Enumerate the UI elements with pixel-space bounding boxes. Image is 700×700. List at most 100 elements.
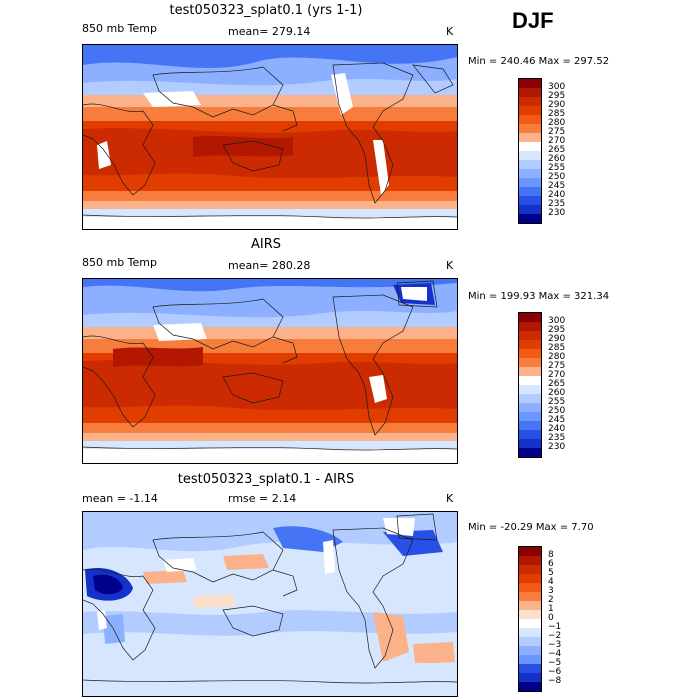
panel2-units: K bbox=[446, 259, 454, 272]
panel2-colorbar-swatch bbox=[519, 394, 541, 403]
panel1-cb-label: 235 bbox=[548, 199, 566, 209]
panel3-map bbox=[82, 511, 458, 697]
panel2-cb-label: 250 bbox=[548, 406, 566, 416]
panel1-colorbar-swatch bbox=[519, 187, 541, 196]
panel3-colorbar-swatch bbox=[519, 556, 541, 565]
panel3-title: test050323_splat0.1 - AIRS bbox=[177, 472, 355, 487]
panel1-cb-label: 245 bbox=[548, 181, 566, 191]
panel2-cb-label: 290 bbox=[548, 334, 566, 344]
panel1-cb-label: 240 bbox=[548, 190, 566, 200]
panel3-mean: mean = -1.14 bbox=[82, 492, 158, 505]
panel1-cb-label: 255 bbox=[548, 163, 566, 173]
panel3-colorbar-swatch bbox=[519, 610, 541, 619]
panel2-cb-label: 300 bbox=[548, 316, 566, 326]
panel3-units: K bbox=[446, 492, 454, 505]
panel3-colorbar-swatch bbox=[519, 628, 541, 637]
panel1-map bbox=[82, 44, 458, 230]
panel3-cb-label: 5 bbox=[548, 568, 554, 578]
panel2-colorbar-swatch bbox=[519, 349, 541, 358]
panel1-cb-label: 295 bbox=[548, 91, 566, 101]
panel1-colorbar-swatch bbox=[519, 79, 541, 88]
panel2-colorbar-swatch bbox=[519, 439, 541, 448]
panel3-cb-label: −1 bbox=[548, 622, 562, 632]
panel2-cb-label: 270 bbox=[548, 370, 566, 380]
panel2-cb-label: 255 bbox=[548, 397, 566, 407]
panel2-left-label: 850 mb Temp bbox=[82, 256, 158, 269]
panel2-cb-label: 245 bbox=[548, 415, 566, 425]
panel1-colorbar-swatch bbox=[519, 124, 541, 133]
panel1-colorbar-swatch bbox=[519, 133, 541, 142]
panel2-title: AIRS bbox=[250, 237, 281, 252]
panel3-colorbar-swatch bbox=[519, 655, 541, 664]
panel2-cb-label: 240 bbox=[548, 424, 566, 434]
panel2-colorbar-swatch bbox=[519, 448, 541, 457]
panel1-colorbar-swatch bbox=[519, 151, 541, 160]
panel2-cb-label: 230 bbox=[548, 442, 566, 452]
panel3-cb-label: −4 bbox=[548, 649, 562, 659]
panel3-colorbar-swatch bbox=[519, 673, 541, 682]
panel3-colorbar-swatch bbox=[519, 583, 541, 592]
panel3-colorbar-swatch bbox=[519, 682, 541, 691]
panel2-mean: mean= 280.28 bbox=[228, 259, 311, 272]
panel3-cb-label: 6 bbox=[548, 559, 554, 569]
panel3-cb-label: 3 bbox=[548, 586, 554, 596]
panel1-colorbar-swatch bbox=[519, 97, 541, 106]
panel3-colorbar bbox=[518, 546, 542, 692]
panel1-cb-label: 285 bbox=[548, 109, 566, 119]
panel2-cb-label: 260 bbox=[548, 388, 566, 398]
panel3-colorbar-swatch bbox=[519, 547, 541, 556]
panel2-colorbar-swatch bbox=[519, 421, 541, 430]
panel3-rmse: rmse = 2.14 bbox=[228, 492, 297, 505]
panel3-colorbar-swatch bbox=[519, 592, 541, 601]
panel2-cb-label: 280 bbox=[548, 352, 566, 362]
panel3-colorbar-swatch bbox=[519, 601, 541, 610]
panel1-minmax: Min = 240.46 Max = 297.52 bbox=[468, 56, 610, 67]
panel1-mean: mean= 279.14 bbox=[228, 25, 311, 38]
panel2-colorbar-swatch bbox=[519, 358, 541, 367]
panel3-cb-label: −6 bbox=[548, 667, 562, 677]
panel2-map-field bbox=[83, 279, 457, 463]
panel1-colorbar-swatch bbox=[519, 106, 541, 115]
panel2-colorbar-swatch bbox=[519, 322, 541, 331]
panel3-colorbar-swatch bbox=[519, 565, 541, 574]
panel1-colorbar-swatch bbox=[519, 169, 541, 178]
panel1-units: K bbox=[446, 25, 454, 38]
panel3-cb-label: −3 bbox=[548, 640, 562, 650]
panel1-left-label: 850 mb Temp bbox=[82, 22, 158, 35]
panel2-colorbar-swatch bbox=[519, 403, 541, 412]
season-label: DJF bbox=[512, 8, 554, 33]
panel2-colorbar-swatch bbox=[519, 340, 541, 349]
panel2-cb-label: 265 bbox=[548, 379, 566, 389]
panel2-cb-label: 275 bbox=[548, 361, 566, 371]
panel3-minmax: Min = -20.29 Max = 7.70 bbox=[468, 522, 594, 533]
panel1-cb-label: 275 bbox=[548, 127, 566, 137]
panel2-colorbar-swatch bbox=[519, 376, 541, 385]
panel1-colorbar bbox=[518, 78, 542, 224]
panel1-colorbar-swatch bbox=[519, 142, 541, 151]
panel1-colorbar-swatch bbox=[519, 178, 541, 187]
panel1-colorbar-swatch bbox=[519, 88, 541, 97]
panel2-colorbar-swatch bbox=[519, 367, 541, 376]
panel1-colorbar-swatch bbox=[519, 205, 541, 214]
panel3-colorbar-swatch bbox=[519, 619, 541, 628]
panel1-colorbar-swatch bbox=[519, 196, 541, 205]
panel3-cb-label: 8 bbox=[548, 550, 554, 560]
panel1-colorbar-swatch bbox=[519, 214, 541, 223]
panel2-colorbar bbox=[518, 312, 542, 458]
panel2-map bbox=[82, 278, 458, 464]
panel2-colorbar-swatch bbox=[519, 385, 541, 394]
panel1-cb-label: 270 bbox=[548, 136, 566, 146]
panel3-colorbar-swatch bbox=[519, 574, 541, 583]
panel1-cb-label: 250 bbox=[548, 172, 566, 182]
panel1-cb-label: 260 bbox=[548, 154, 566, 164]
panel2-minmax: Min = 199.93 Max = 321.34 bbox=[468, 291, 610, 302]
panel1-cb-label: 300 bbox=[548, 82, 566, 92]
panel1-cb-label: 265 bbox=[548, 145, 566, 155]
panel3-colorbar-swatch bbox=[519, 637, 541, 646]
panel2-cb-label: 235 bbox=[548, 433, 566, 443]
panel2-colorbar-swatch bbox=[519, 313, 541, 322]
panel3-cb-label: 1 bbox=[548, 604, 554, 614]
panel2-cb-label: 285 bbox=[548, 343, 566, 353]
panel3-cb-label: −5 bbox=[548, 658, 562, 668]
panel3-map-field bbox=[83, 512, 457, 696]
